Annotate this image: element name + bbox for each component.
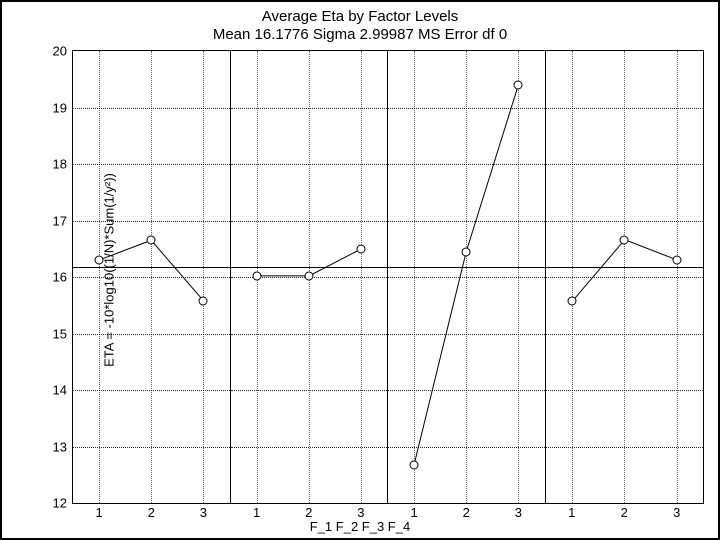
x-tick-label: 2	[621, 505, 628, 520]
x-tick-label: 2	[148, 505, 155, 520]
x-tick-label: 1	[568, 505, 575, 520]
chart-subtitle: Mean 16.1776 Sigma 2.99987 MS Error df 0	[2, 26, 718, 44]
data-marker	[513, 80, 523, 90]
chart-container: Average Eta by Factor Levels Mean 16.177…	[0, 0, 720, 540]
series-F_4	[546, 51, 704, 503]
data-marker	[619, 235, 629, 245]
panel-F_3: 123	[388, 51, 546, 503]
y-tick-label: 18	[53, 157, 67, 172]
series-line	[99, 240, 203, 300]
y-tick-label: 17	[53, 213, 67, 228]
y-tick-label: 13	[53, 439, 67, 454]
x-axis-label: F_1 F_2 F_3 F_4	[2, 519, 718, 534]
y-tick-label: 19	[53, 100, 67, 115]
y-tick-label: 16	[53, 270, 67, 285]
y-tick-label: 14	[53, 383, 67, 398]
x-tick-label: 3	[357, 505, 364, 520]
chart-title-block: Average Eta by Factor Levels Mean 16.177…	[2, 8, 718, 44]
plot-area: 121314151617181920123123123123	[72, 50, 704, 504]
panel-F_4: 123	[546, 51, 704, 503]
data-marker	[198, 296, 208, 306]
x-tick-label: 3	[673, 505, 680, 520]
panel-F_1: 123	[73, 51, 231, 503]
x-tick-label: 1	[253, 505, 260, 520]
y-tick-label: 15	[53, 326, 67, 341]
data-marker	[252, 271, 262, 281]
data-marker	[461, 247, 471, 257]
x-tick-label: 3	[515, 505, 522, 520]
x-tick-label: 2	[305, 505, 312, 520]
y-tick-label: 12	[53, 496, 67, 511]
panel-F_2: 123	[231, 51, 389, 503]
x-tick-label: 3	[200, 505, 207, 520]
data-marker	[94, 255, 104, 265]
y-tick-label: 20	[53, 44, 67, 59]
data-marker	[409, 460, 419, 470]
x-tick-label: 2	[463, 505, 470, 520]
series-F_1	[73, 51, 230, 503]
data-marker	[567, 296, 577, 306]
data-marker	[356, 244, 366, 254]
data-marker	[304, 271, 314, 281]
data-marker	[146, 235, 156, 245]
series-line	[572, 240, 677, 302]
data-marker	[672, 255, 682, 265]
x-tick-label: 1	[410, 505, 417, 520]
series-line	[414, 85, 518, 465]
series-F_3	[388, 51, 545, 503]
x-tick-label: 1	[95, 505, 102, 520]
chart-title: Average Eta by Factor Levels	[2, 8, 718, 26]
